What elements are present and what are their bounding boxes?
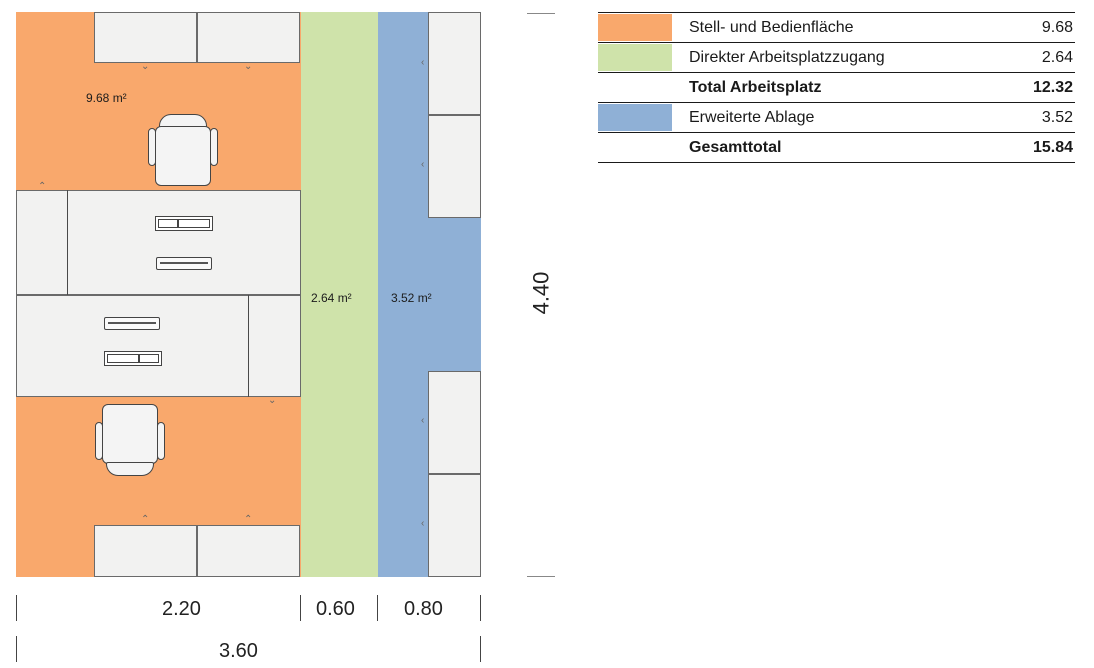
notch-marker: ⌃: [244, 514, 253, 525]
cabinet-top-right: [197, 12, 300, 63]
notch-marker: ‹: [421, 159, 425, 170]
dimension-tick: [527, 576, 555, 577]
legend-value: 2.64: [1008, 42, 1075, 73]
dimension-height: 4.40: [528, 271, 554, 315]
legend-value: 3.52: [1008, 102, 1075, 133]
legend-row-total: Total Arbeitsplatz 12.32: [598, 72, 1075, 103]
swatch-direkt: [598, 44, 672, 71]
dimension-width-a: 2.20: [162, 598, 201, 620]
monitor: [156, 257, 212, 270]
area-label-direkt: 2.64 m²: [311, 291, 352, 305]
cabinet-bottom-right: [197, 525, 300, 577]
zone-direkter-zugang: [301, 12, 378, 577]
dimension-tick: [300, 595, 301, 621]
office-chair: [145, 112, 221, 188]
cabinet-top-left: [94, 12, 197, 63]
swatch-ablage: [598, 104, 672, 131]
dimension-tick: [527, 13, 555, 14]
notch-marker: ⌃: [141, 514, 150, 525]
desk-upper: [16, 190, 301, 295]
dimension-width-b: 0.60: [316, 598, 355, 620]
notch-marker: ⌄: [141, 61, 150, 72]
area-label-ablage: 3.52 m²: [391, 291, 432, 305]
notch-marker: ⌄: [244, 61, 253, 72]
legend-label: Stell- und Bedienfläche: [672, 12, 1009, 43]
desk-lower: [16, 295, 301, 397]
dimension-tick: [480, 636, 481, 662]
legend-value: 15.84: [1008, 132, 1075, 163]
area-label-stell: 9.68 m²: [86, 91, 127, 105]
desk-divider: [248, 295, 249, 397]
dimension-tick: [16, 595, 17, 621]
monitor: [104, 317, 160, 330]
legend-label: Total Arbeitsplatz: [672, 72, 1009, 103]
desk-divider: [67, 190, 68, 295]
dimension-tick: [16, 636, 17, 662]
notch-marker: ‹: [421, 518, 425, 529]
notch-marker: ‹: [421, 57, 425, 68]
swatch-stell: [598, 14, 672, 41]
legend-label: Erweiterte Ablage: [672, 102, 1009, 133]
cabinet-right-2: [428, 115, 481, 218]
keyboard: [104, 351, 162, 366]
dimension-total-width: 3.60: [219, 640, 258, 662]
legend-row: Erweiterte Ablage 3.52: [598, 102, 1075, 133]
office-chair: [92, 402, 168, 478]
notch-marker: ⌃: [38, 181, 47, 192]
dimension-tick: [377, 595, 378, 621]
cabinet-bottom-left: [94, 525, 197, 577]
legend-value: 12.32: [1008, 72, 1075, 103]
cabinet-right-4: [428, 474, 481, 577]
keyboard: [155, 216, 213, 231]
legend-row-grand-total: Gesamttotal 15.84: [598, 132, 1075, 163]
notch-marker: ‹: [421, 415, 425, 426]
notch-marker: ⌄: [268, 395, 277, 406]
dimension-width-c: 0.80: [404, 598, 443, 620]
legend-label: Gesamttotal: [672, 132, 1009, 163]
legend-row: Direkter Arbeitsplatzzugang 2.64: [598, 42, 1075, 73]
cabinet-right-1: [428, 12, 481, 115]
legend-row: Stell- und Bedienfläche 9.68: [598, 12, 1075, 43]
dimension-tick: [480, 595, 481, 621]
legend-value: 9.68: [1008, 12, 1075, 43]
area-legend-table: Stell- und Bedienfläche 9.68 Direkter Ar…: [598, 12, 1075, 163]
cabinet-right-3: [428, 371, 481, 474]
legend-label: Direkter Arbeitsplatzzugang: [672, 42, 1009, 73]
